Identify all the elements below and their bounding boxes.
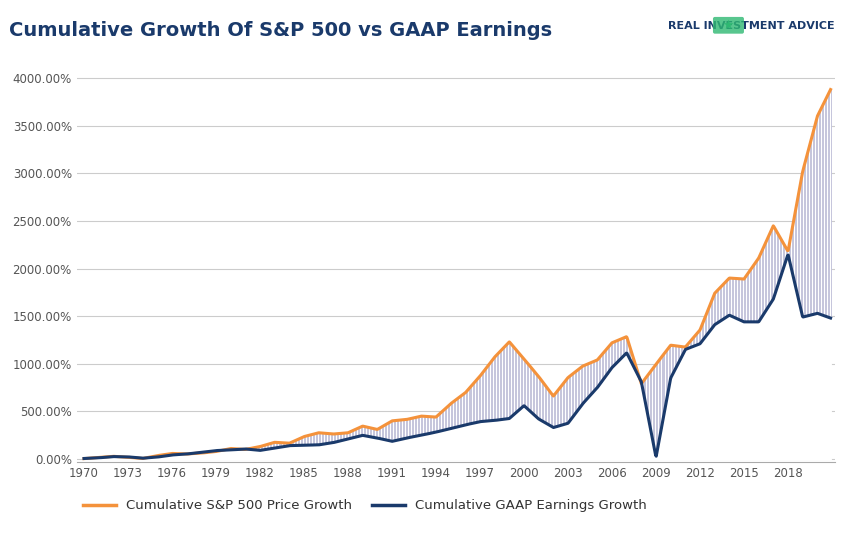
Line: Cumulative GAAP Earnings Growth: Cumulative GAAP Earnings Growth xyxy=(84,255,831,459)
Cumulative S&P 500 Price Growth xyxy=(826,86,836,93)
Cumulative S&P 500 Price Growth xyxy=(331,431,341,437)
Cumulative S&P 500 Price Growth xyxy=(403,416,413,423)
Cumulative GAAP Earnings Growth xyxy=(486,417,497,424)
Cumulative S&P 500 Price Growth xyxy=(204,449,215,455)
Cumulative S&P 500 Price Growth xyxy=(79,455,89,462)
Cumulative S&P 500 Price Growth xyxy=(486,358,497,364)
Cumulative GAAP Earnings Growth xyxy=(331,439,341,445)
Cumulative GAAP Earnings Growth xyxy=(826,315,836,321)
Legend: Cumulative S&P 500 Price Growth, Cumulative GAAP Earnings Growth: Cumulative S&P 500 Price Growth, Cumulat… xyxy=(78,494,653,518)
Cumulative GAAP Earnings Growth xyxy=(79,455,89,462)
Cumulative GAAP Earnings Growth xyxy=(204,448,215,454)
Line: Cumulative S&P 500 Price Growth: Cumulative S&P 500 Price Growth xyxy=(84,90,831,459)
Cumulative GAAP Earnings Growth xyxy=(403,434,413,441)
Text: Cumulative Growth Of S&P 500 vs GAAP Earnings: Cumulative Growth Of S&P 500 vs GAAP Ear… xyxy=(9,21,551,40)
Cumulative S&P 500 Price Growth xyxy=(178,451,188,457)
Text: ★: ★ xyxy=(715,19,742,32)
Cumulative GAAP Earnings Growth xyxy=(471,419,481,426)
Cumulative GAAP Earnings Growth xyxy=(178,451,188,458)
Cumulative GAAP Earnings Growth xyxy=(783,252,793,258)
Cumulative S&P 500 Price Growth xyxy=(471,377,481,383)
Text: REAL INVESTMENT ADVICE: REAL INVESTMENT ADVICE xyxy=(668,21,835,32)
